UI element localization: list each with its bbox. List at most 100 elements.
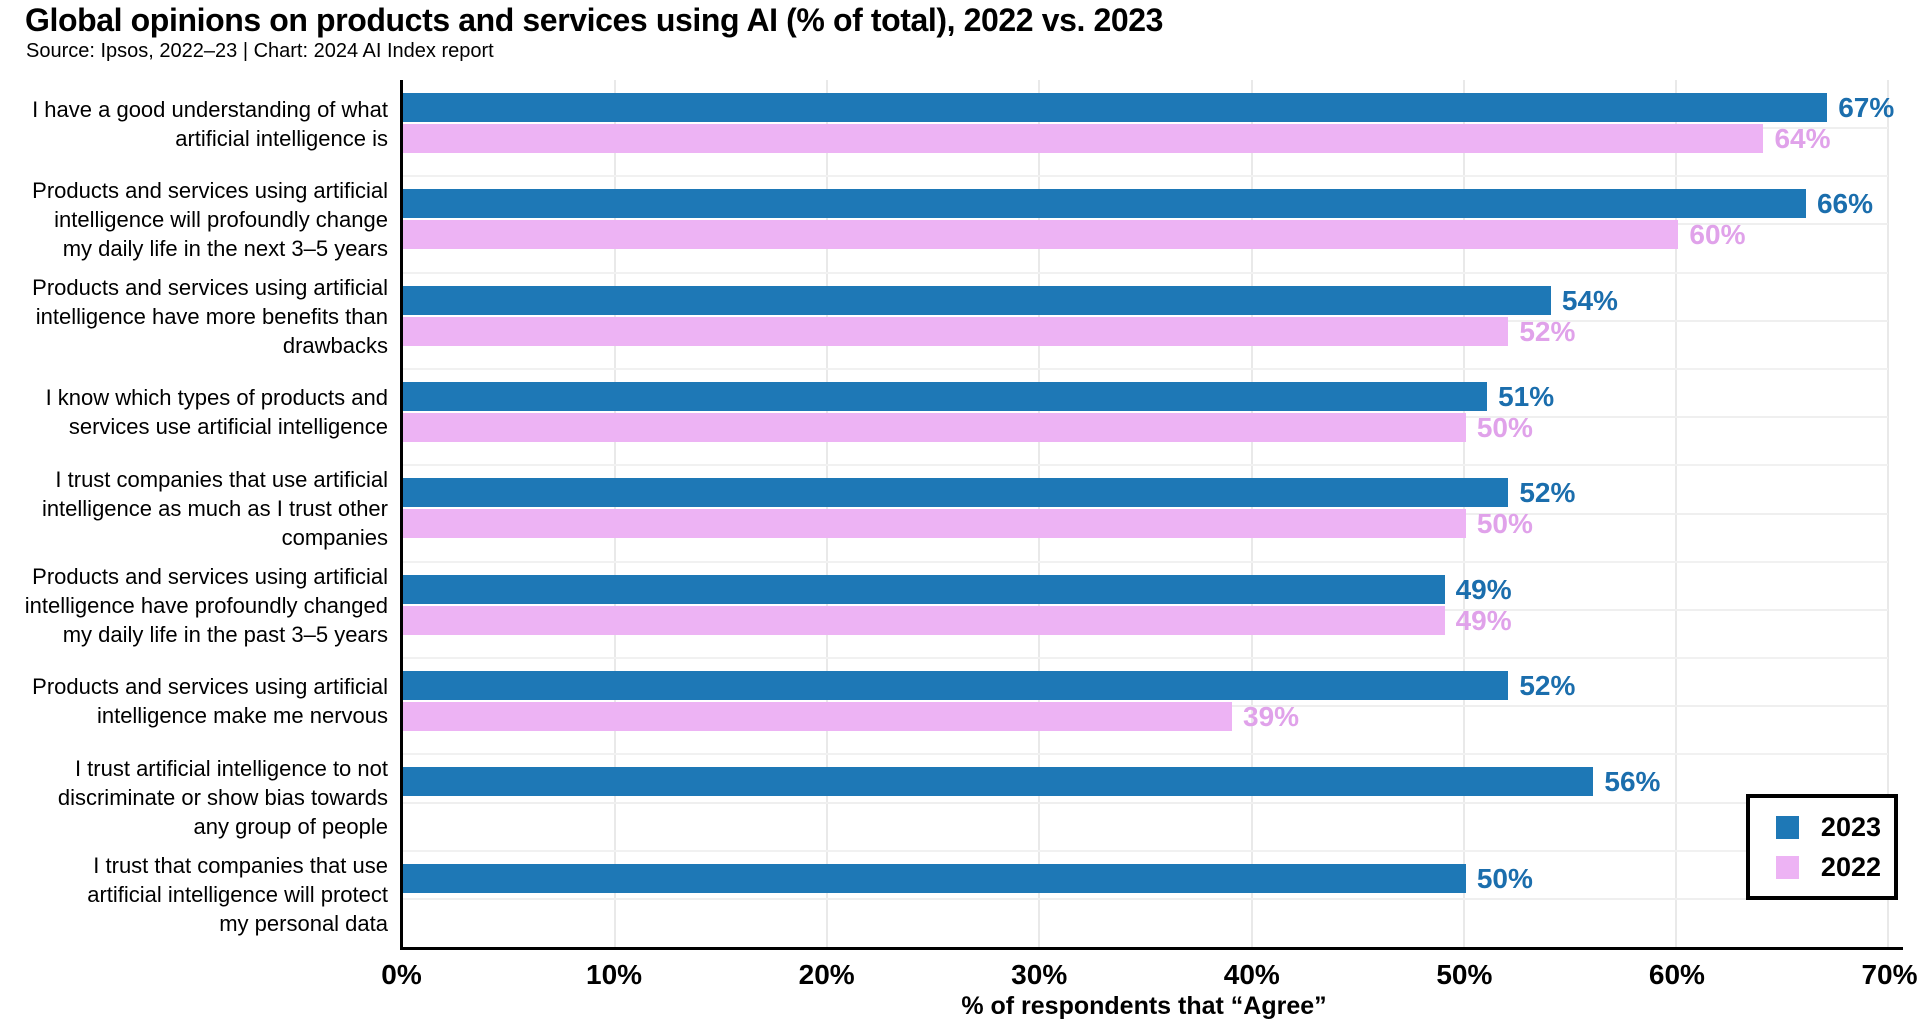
gridline-horizontal-minor	[403, 175, 1888, 178]
bar-chart: I have a good understanding of what arti…	[0, 80, 1920, 1021]
gridline-vertical	[1887, 80, 1889, 947]
row-bars: 66% 60%	[403, 176, 1891, 272]
bar-slot-2023: 52%	[403, 669, 1891, 701]
legend-row-2023: 2023	[1776, 813, 1881, 841]
bar-slot-2023: 66%	[403, 188, 1891, 220]
x-tick-label: 20%	[798, 959, 855, 990]
bar-2023	[403, 478, 1509, 508]
gridline-horizontal-minor	[403, 367, 1888, 370]
chart-row: I have a good understanding of what arti…	[0, 80, 1920, 176]
gridline-horizontal-major	[403, 897, 1888, 900]
x-tick-label: 0%	[381, 959, 422, 990]
category-label: I have a good understanding of what arti…	[32, 96, 388, 151]
row-bars: 51% 50%	[403, 369, 1891, 465]
legend-swatch-2023	[1776, 815, 1799, 839]
bar-2022	[403, 220, 1679, 250]
bar-2023	[403, 93, 1828, 122]
bar-2022	[403, 124, 1764, 153]
legend-label-2022: 2022	[1820, 851, 1881, 882]
row-bars: 52% 50%	[403, 465, 1891, 561]
row-label: Products and services using artificial i…	[0, 658, 400, 732]
bar-value-2023: 51%	[1498, 380, 1555, 412]
y-axis-line	[400, 80, 403, 950]
bar-value-2022: 60%	[1689, 219, 1746, 251]
bar-slot-2023: 52%	[403, 478, 1891, 508]
bar-2023	[403, 285, 1551, 315]
gridline-horizontal-minor	[403, 849, 1888, 852]
bar-2023	[403, 189, 1806, 219]
row-label: Products and services using artificial i…	[0, 176, 400, 261]
bar-slot-2022: 60%	[403, 219, 1891, 251]
bar-value-2022: 50%	[1476, 411, 1533, 443]
gridline-horizontal-minor	[403, 464, 1888, 467]
category-label: Products and services using artificial i…	[32, 178, 388, 262]
chart-row: Products and services using artificial i…	[0, 562, 1920, 658]
x-tick-label: 50%	[1436, 959, 1493, 990]
bar-2022	[403, 701, 1233, 731]
bar-2023	[403, 381, 1488, 411]
bar-value-2022: 64%	[1774, 123, 1831, 154]
row-bars: 49% 49%	[403, 562, 1891, 658]
category-label: Products and services using artificial i…	[32, 674, 388, 729]
category-label: Products and services using artificial i…	[32, 274, 388, 358]
legend-row-2022: 2022	[1776, 851, 1881, 882]
gridline-horizontal-minor	[403, 271, 1888, 274]
bar-value-2022: 39%	[1243, 700, 1300, 732]
row-label: Products and services using artificial i…	[0, 273, 400, 358]
x-tick-label: 30%	[1011, 959, 1068, 990]
bar-value-2023: 52%	[1519, 669, 1576, 701]
bar-2022	[403, 316, 1509, 346]
bar-value-2023: 66%	[1816, 188, 1874, 220]
bar-slot-2023: 49%	[403, 574, 1891, 604]
chart-row: I trust artificial intelligence to not d…	[0, 754, 1920, 850]
chart-row: I trust that companies that use artifici…	[0, 851, 1920, 947]
category-label: I trust artificial intelligence to not d…	[57, 756, 388, 840]
bar-2022	[403, 509, 1466, 539]
gridline-horizontal-minor	[403, 656, 1888, 659]
bar-2022	[403, 412, 1466, 442]
row-label: I trust that companies that use artifici…	[0, 851, 400, 936]
bar-2023	[403, 670, 1509, 700]
row-bars: 52% 39%	[403, 658, 1891, 754]
bar-slot-2022	[403, 895, 1891, 924]
page-subtitle: Source: Ipsos, 2022–23 | Chart: 2024 AI …	[26, 40, 494, 62]
chart-row: Products and services using artificial i…	[0, 273, 1920, 369]
bar-value-2022: 50%	[1476, 508, 1533, 540]
x-tick-label: 70%	[1861, 959, 1918, 990]
bar-value-2023: 54%	[1561, 284, 1618, 316]
bar-slot-2023: 50%	[403, 862, 1891, 894]
chart-row: Products and services using artificial i…	[0, 658, 1920, 754]
chart-row: I know which types of products and servi…	[0, 369, 1920, 465]
category-label: I trust companies that use artificial in…	[41, 467, 388, 551]
bar-2023	[403, 574, 1445, 604]
chart-rows: I have a good understanding of what arti…	[0, 80, 1920, 947]
bar-value-2023: 50%	[1476, 862, 1533, 894]
chart-row: Products and services using artificial i…	[0, 176, 1920, 272]
gridline-horizontal-minor	[403, 560, 1888, 563]
legend-swatch-2022	[1776, 855, 1799, 879]
bar-2022	[403, 605, 1445, 635]
bar-slot-2023: 67%	[403, 92, 1895, 123]
bar-value-2023: 67%	[1838, 92, 1895, 123]
bar-slot-2022: 64%	[403, 124, 1891, 153]
page-title: Global opinions on products and services…	[25, 2, 1164, 38]
x-tick-label: 10%	[586, 959, 643, 990]
gridline-horizontal-major	[403, 801, 1888, 804]
bar-slot-2023: 56%	[403, 766, 1891, 798]
x-tick-label: 40%	[1223, 959, 1280, 990]
row-label: I know which types of products and servi…	[0, 369, 400, 443]
category-label: I trust that companies that use artifici…	[87, 852, 388, 936]
bar-slot-2022	[403, 798, 1891, 827]
row-bars: 56%	[403, 754, 1891, 850]
bar-slot-2022: 52%	[403, 316, 1891, 346]
bar-slot-2022: 50%	[403, 508, 1891, 540]
row-bars: 54% 52%	[403, 273, 1891, 369]
category-label: Products and services using artificial i…	[24, 563, 388, 647]
bar-slot-2023: 51%	[403, 380, 1891, 412]
bar-value-2022: 49%	[1455, 604, 1512, 636]
bar-slot-2023: 54%	[403, 284, 1891, 316]
bar-value-2023: 56%	[1604, 766, 1661, 798]
bar-2023	[403, 767, 1594, 797]
legend: 2023 2022	[1746, 794, 1898, 900]
